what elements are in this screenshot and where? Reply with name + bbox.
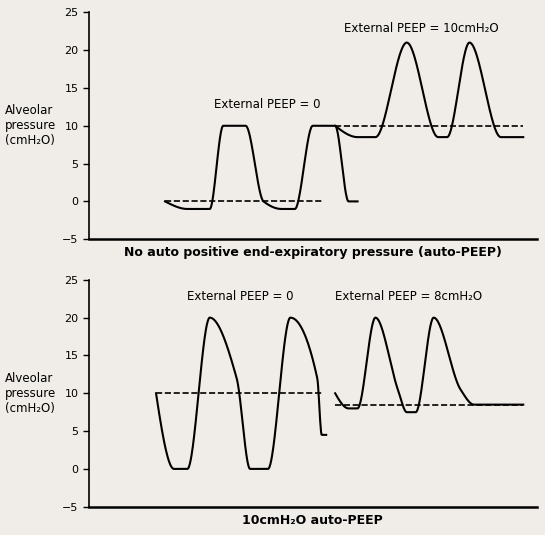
Text: External PEEP = 8cmH₂O: External PEEP = 8cmH₂O (335, 289, 482, 302)
Text: Alveolar
pressure
(cmH₂O): Alveolar pressure (cmH₂O) (5, 372, 56, 415)
Text: External PEEP = 0: External PEEP = 0 (187, 289, 294, 302)
Text: Alveolar
pressure
(cmH₂O): Alveolar pressure (cmH₂O) (5, 104, 56, 147)
X-axis label: No auto positive end-expiratory pressure (auto-PEEP): No auto positive end-expiratory pressure… (124, 246, 502, 259)
X-axis label: 10cmH₂O auto-PEEP: 10cmH₂O auto-PEEP (243, 514, 383, 526)
Text: External PEEP = 0: External PEEP = 0 (214, 98, 321, 111)
Text: External PEEP = 10cmH₂O: External PEEP = 10cmH₂O (344, 22, 499, 35)
